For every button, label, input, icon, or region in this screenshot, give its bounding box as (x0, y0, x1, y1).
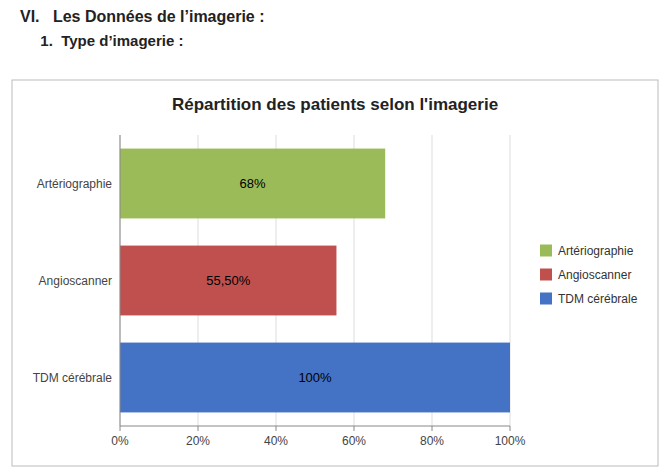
chart-svg: VI. Les Données de l’imagerie : 1. Type … (0, 0, 670, 476)
legend-swatch (540, 245, 552, 257)
y-tick-label: TDM cérébrale (33, 371, 113, 385)
chart-frame (12, 80, 658, 466)
x-tick-label: 0% (111, 434, 129, 448)
y-tick-label: Angioscanner (39, 274, 112, 288)
tick-mark (276, 426, 277, 431)
bar (120, 343, 510, 413)
x-tick-label: 80% (420, 434, 444, 448)
bar (120, 246, 336, 316)
header-text: VI. Les Données de l’imagerie : (20, 8, 265, 25)
tick-mark (198, 426, 199, 431)
legend: Artériographie Angioscanner TDM cérébrale (540, 244, 638, 306)
data-label: 100% (298, 370, 332, 385)
grid-line (120, 135, 121, 426)
x-tick-label: 60% (342, 434, 366, 448)
tick-mark (510, 426, 511, 431)
y-tick-label: Artériographie (37, 177, 113, 191)
y-axis-line (120, 135, 121, 426)
tick-mark (354, 426, 355, 431)
x-tick-label: 40% (264, 434, 288, 448)
data-label: 68% (240, 176, 266, 191)
legend-label: Artériographie (558, 244, 634, 258)
tick-mark (120, 426, 121, 431)
legend-label: Angioscanner (558, 268, 631, 282)
chart-container: VI. Les Données de l’imagerie : 1. Type … (0, 0, 670, 476)
legend-label: TDM cérébrale (558, 292, 638, 306)
bar (120, 149, 385, 219)
grid (120, 135, 510, 426)
x-tick-label: 20% (186, 434, 210, 448)
x-axis-line (120, 426, 510, 427)
legend-swatch (540, 293, 552, 305)
header-text: 1. Type d’imagerie : (32, 32, 183, 49)
tick-mark (432, 426, 433, 431)
x-tick-label: 100% (495, 434, 526, 448)
legend-swatch (540, 269, 552, 281)
data-label: 55,50% (206, 273, 251, 288)
bars (120, 149, 510, 413)
chart-title: Répartition des patients selon l'imageri… (172, 95, 498, 114)
